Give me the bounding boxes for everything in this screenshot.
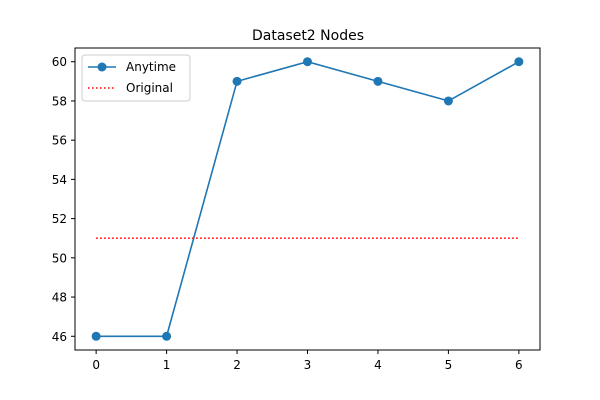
plot-frame — [74, 47, 541, 351]
data-point-anytime — [373, 76, 383, 86]
x-tick-label: 5 — [445, 358, 453, 372]
y-tick-label: 48 — [52, 291, 67, 305]
data-point-anytime — [232, 76, 242, 86]
data-point-anytime — [514, 57, 524, 67]
data-point-anytime — [303, 57, 312, 67]
x-tick-label: 4 — [374, 358, 382, 372]
y-tick-label: 58 — [52, 94, 67, 108]
y-tick-label: 52 — [52, 212, 67, 226]
data-point-anytime — [443, 96, 453, 106]
legend: Anytime Original — [81, 54, 191, 102]
x-tick-label: 3 — [304, 358, 312, 372]
data-point-anytime — [91, 331, 101, 341]
y-tick-label: 46 — [52, 330, 67, 344]
legend-original-label: Original — [126, 81, 173, 95]
x-tick-label: 2 — [233, 358, 241, 372]
y-tick-label: 60 — [52, 55, 67, 69]
y-tick-label: 56 — [52, 134, 67, 148]
x-tick-label: 1 — [163, 358, 171, 372]
y-tick-label: 54 — [52, 173, 67, 187]
legend-anytime-swatch-marker — [97, 62, 107, 72]
data-point-anytime — [162, 331, 172, 341]
chart-title: Dataset2 Nodes — [252, 28, 364, 44]
x-tick-label: 6 — [515, 358, 523, 372]
x-tick-label: 0 — [92, 358, 100, 372]
legend-anytime-label: Anytime — [126, 60, 176, 74]
y-tick-label: 50 — [52, 251, 67, 265]
